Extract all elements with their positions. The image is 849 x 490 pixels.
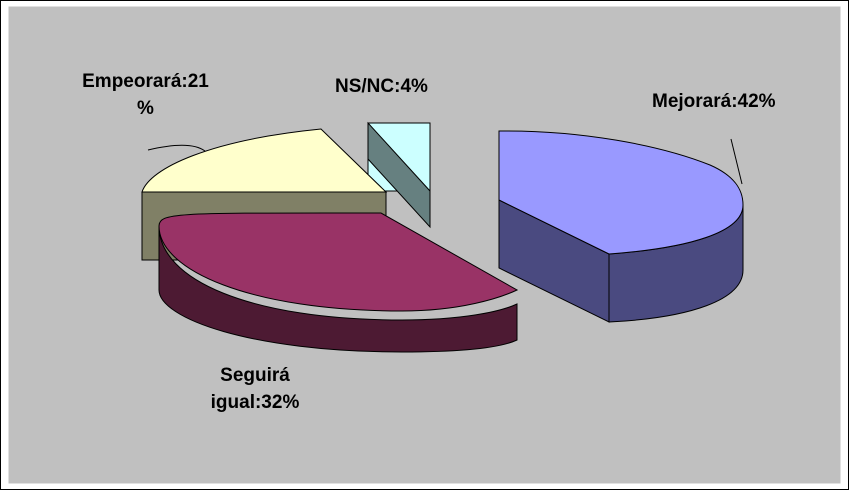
label-ns-nc-text: NS/NC:4%	[335, 76, 428, 97]
label-seguira-igual-line1: Seguirá	[220, 365, 290, 386]
label-seguira-igual: Seguirá igual:32%	[195, 362, 315, 416]
label-empeorara-line1: Empeorará:21	[82, 71, 209, 92]
label-mejorara: Mejorará:42%	[652, 88, 776, 115]
leader-line-mejorara	[730, 138, 743, 185]
label-seguira-igual-line2: igual:32%	[210, 392, 300, 413]
label-empeorara: Empeorará:21 %	[58, 68, 233, 122]
slice-ns-nc	[367, 121, 431, 229]
label-empeorara-line2: %	[137, 98, 154, 119]
label-mejorara-text: Mejorará:42%	[652, 91, 776, 112]
label-ns-nc: NS/NC:4%	[335, 73, 428, 100]
slice-seguira-igual	[158, 212, 519, 353]
leader-line-empeorara	[147, 144, 206, 152]
slice-mejorara	[498, 130, 744, 323]
